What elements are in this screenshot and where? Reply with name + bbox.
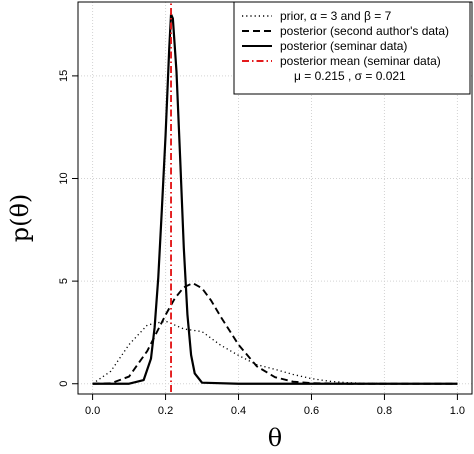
legend-item-posterior-mean: posterior mean (seminar data)	[242, 54, 441, 68]
y-tick-label: 15	[58, 70, 70, 82]
series-layer	[92, 2, 458, 392]
x-tick-label: 0.2	[158, 405, 173, 417]
x-tick-label: 0.6	[304, 405, 319, 417]
legend-label: posterior mean (seminar data)	[280, 54, 441, 68]
y-tick-label: 5	[58, 278, 70, 284]
x-tick-label: 1.0	[450, 405, 465, 417]
posterior-seminar-curve	[92, 13, 458, 385]
legend-label: prior, α = 3 and β = 7	[280, 9, 392, 23]
axes: 0.0 0.2 0.4 0.6 0.8 1.0 0 5 10 15	[58, 70, 465, 417]
y-tick-label: 10	[58, 172, 70, 184]
x-tick-label: 0.0	[85, 405, 100, 417]
legend-label: posterior (seminar data)	[280, 39, 407, 53]
legend-box	[233, 1, 471, 95]
x-tick-label: 0.8	[377, 405, 392, 417]
grid-lines	[78, 2, 472, 394]
legend-item-prior: prior, α = 3 and β = 7	[242, 9, 392, 23]
legend-item-posterior-second-author: posterior (second author's data)	[242, 24, 449, 38]
stats-annotation: μ = 0.215 , σ = 0.021	[294, 69, 406, 83]
legend-label: posterior (second author's data)	[280, 24, 449, 38]
y-tick-label: 0	[58, 381, 70, 387]
x-axis-label: θ	[268, 424, 282, 452]
legend-item-posterior-seminar: posterior (seminar data)	[242, 39, 407, 53]
y-axis-label: p(θ)	[6, 194, 34, 243]
x-tick-label: 0.4	[231, 405, 246, 417]
